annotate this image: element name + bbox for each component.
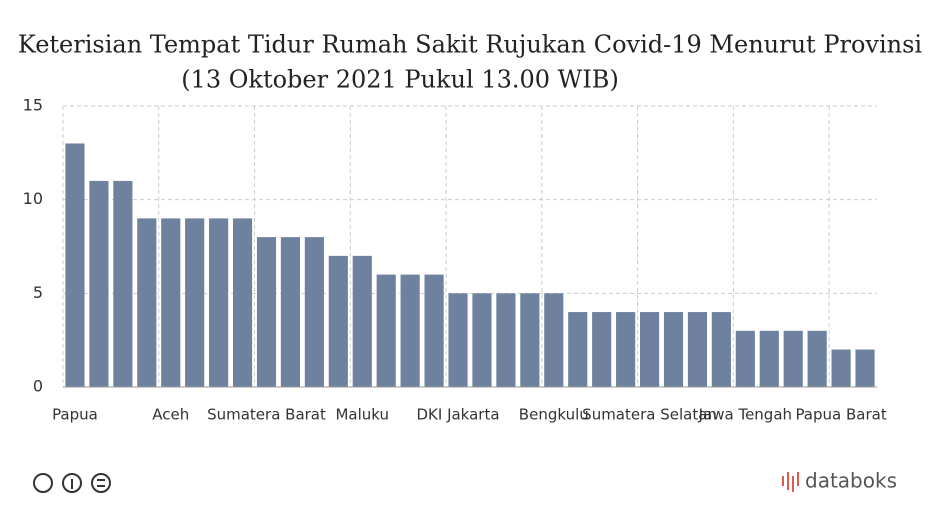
bar bbox=[855, 349, 875, 387]
x-tick-label: Sumatera Selatan bbox=[582, 406, 717, 424]
bar bbox=[376, 274, 396, 387]
bar bbox=[352, 255, 372, 387]
bar bbox=[711, 312, 731, 387]
bar bbox=[161, 218, 181, 387]
bar bbox=[783, 330, 803, 387]
x-tick-label: Jawa Tengah bbox=[698, 406, 792, 424]
bar bbox=[472, 293, 492, 387]
x-tick-label: Aceh bbox=[152, 406, 189, 424]
bar bbox=[328, 255, 348, 387]
bar bbox=[89, 180, 109, 387]
bar bbox=[663, 312, 684, 387]
bar bbox=[639, 312, 660, 387]
bar bbox=[424, 274, 444, 387]
x-tick-label: DKI Jakarta bbox=[416, 406, 499, 424]
license-icons bbox=[33, 473, 111, 493]
bar bbox=[759, 330, 779, 387]
y-tick-label: 0 bbox=[33, 377, 43, 396]
x-tick-label: Papua Barat bbox=[795, 406, 886, 424]
x-tick-label: Papua bbox=[52, 406, 98, 424]
bar bbox=[304, 237, 324, 387]
bar bbox=[400, 274, 420, 387]
y-tick-label: 10 bbox=[23, 189, 43, 208]
x-tick-label: Sumatera Barat bbox=[207, 406, 326, 424]
x-tick-label: Bengkulu bbox=[519, 406, 589, 424]
bar bbox=[65, 143, 85, 387]
bar bbox=[280, 237, 301, 387]
x-tick-label: Maluku bbox=[335, 406, 389, 424]
y-tick-label: 15 bbox=[23, 96, 43, 115]
bar bbox=[185, 218, 205, 387]
bar bbox=[735, 330, 755, 387]
brand-icon bbox=[782, 472, 799, 492]
bar bbox=[592, 312, 612, 387]
bar bbox=[568, 312, 588, 387]
bar bbox=[209, 218, 229, 387]
bar bbox=[113, 180, 133, 387]
bar bbox=[232, 218, 253, 387]
bar bbox=[448, 293, 468, 387]
bar bbox=[496, 293, 516, 387]
chart-subtitle: (13 Oktober 2021 Pukul 13.00 WIB) bbox=[181, 66, 619, 94]
y-tick-label: 5 bbox=[33, 283, 43, 302]
bar bbox=[831, 349, 851, 387]
bar bbox=[520, 293, 540, 387]
chart-title: Keterisian Tempat Tidur Rumah Sakit Ruju… bbox=[18, 31, 922, 59]
bar bbox=[807, 330, 827, 387]
brand: databoks bbox=[805, 469, 897, 493]
bar bbox=[137, 218, 157, 387]
bar bbox=[256, 237, 277, 387]
bar bbox=[544, 293, 564, 387]
bar bbox=[687, 312, 708, 387]
bar bbox=[616, 312, 636, 387]
